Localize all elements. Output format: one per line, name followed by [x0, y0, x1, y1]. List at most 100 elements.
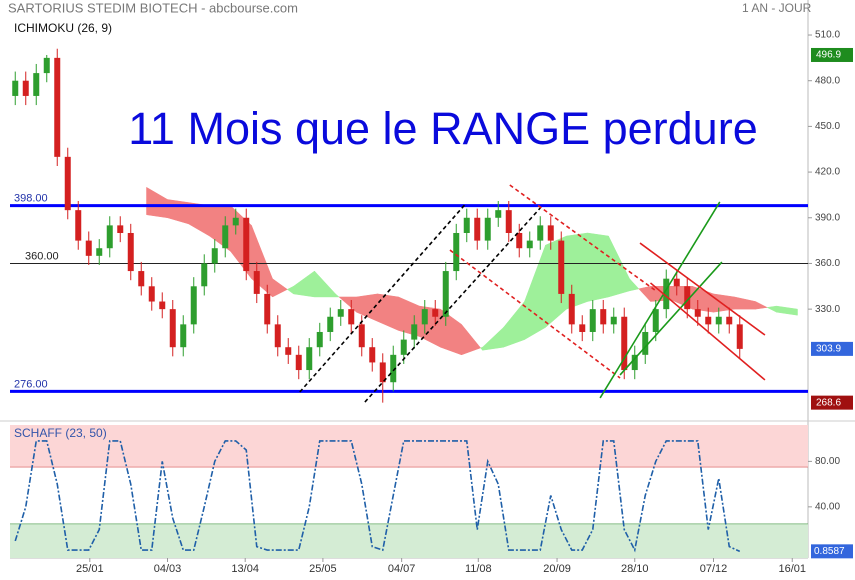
- candle-body: [379, 362, 386, 383]
- candle-body: [652, 309, 659, 332]
- x-tick-label: 20/09: [543, 563, 571, 575]
- trendline: [449, 249, 621, 379]
- ichimoku-cloud: [503, 300, 525, 348]
- candle-body: [96, 248, 103, 256]
- candle-body: [484, 217, 491, 241]
- ichimoku-cloud: [293, 270, 315, 298]
- y-tick-label: 360.0: [815, 258, 840, 269]
- x-tick-label: 25/05: [309, 563, 337, 575]
- candle-body: [411, 324, 418, 340]
- ichimoku-cloud: [629, 278, 640, 292]
- price-label: 303.9: [816, 344, 841, 355]
- candle-body: [106, 225, 113, 249]
- candle-body: [663, 278, 670, 310]
- candle-body: [243, 217, 250, 272]
- candle-body: [610, 316, 617, 325]
- candle-body: [201, 263, 208, 287]
- y-tick-label: 510.0: [815, 30, 840, 41]
- candle-body: [22, 80, 29, 96]
- candle-body: [75, 210, 82, 241]
- candle-body: [642, 331, 649, 355]
- candle-body: [327, 316, 334, 332]
- candle-body: [547, 225, 554, 241]
- ichimoku-cloud: [480, 346, 483, 351]
- x-tick-label: 07/12: [700, 563, 728, 575]
- candle-body: [442, 271, 449, 317]
- ichimoku-cloud: [461, 323, 482, 356]
- candle-body: [631, 354, 638, 371]
- price-label-box: [811, 341, 853, 356]
- ichimoku-cloud: [286, 285, 294, 295]
- chart-title: SARTORIUS STEDIM BIOTECH - abcbourse.com: [8, 0, 298, 15]
- candle-body: [211, 248, 218, 264]
- ichimoku-cloud: [167, 199, 189, 225]
- price-label: 268.6: [816, 397, 841, 408]
- main-layer: [10, 48, 808, 553]
- candle-body: [180, 324, 187, 348]
- y-tick-label: 40.00: [815, 501, 840, 512]
- last-value: 0.8587: [814, 546, 845, 557]
- candle-body: [463, 217, 470, 233]
- x-tick-label: 28/10: [621, 563, 649, 575]
- candle-body: [537, 225, 544, 241]
- candle-body: [390, 354, 397, 383]
- candle-body: [222, 225, 229, 249]
- ichimoku-cloud: [146, 186, 168, 219]
- candle-body: [369, 347, 376, 363]
- ichimoku-cloud: [608, 235, 630, 298]
- price-label-box: [811, 395, 853, 410]
- candle-body: [453, 232, 460, 272]
- y-tick-label: 480.0: [815, 75, 840, 86]
- trendline: [639, 242, 766, 336]
- candle-body: [190, 286, 197, 325]
- period-label: 1 AN - JOUR: [742, 1, 812, 15]
- candle-body: [264, 293, 271, 325]
- x-tick-label: 13/04: [231, 563, 259, 575]
- ichimoku-cloud: [335, 293, 340, 298]
- candle-body: [516, 232, 523, 249]
- y-tick-label: 80.00: [815, 456, 840, 467]
- candle-body: [337, 309, 344, 317]
- ichimoku-cloud: [482, 326, 504, 351]
- trendline: [364, 207, 541, 403]
- y-tick-label: 390.0: [815, 212, 840, 223]
- x-tick-label: 04/03: [154, 563, 182, 575]
- top-layer: 510.0 480.0 450.0 420.0 390.0 360.0 330.0 25/01…: [14, 30, 853, 575]
- candle-body: [169, 309, 176, 348]
- trendline: [509, 184, 656, 291]
- candle-body: [736, 324, 743, 349]
- trendline: [649, 282, 766, 381]
- candle-body: [358, 324, 365, 348]
- candle-body: [138, 271, 145, 287]
- candle-body: [117, 225, 124, 233]
- candle-body: [568, 293, 575, 325]
- ichimoku-cloud: [776, 305, 798, 316]
- candle-body: [705, 316, 712, 325]
- candle-body: [43, 57, 50, 74]
- last-value-box: [811, 544, 853, 559]
- candle-body: [474, 217, 481, 241]
- candle-body: [400, 339, 407, 355]
- candle-body: [505, 210, 512, 233]
- candle-body: [274, 324, 281, 348]
- candle-body: [432, 309, 439, 317]
- candle-body: [127, 232, 134, 272]
- trendline: [599, 201, 721, 399]
- candle-body: [348, 309, 355, 325]
- ichimoku-cloud: [734, 296, 756, 310]
- y-tick-label: 420.0: [815, 167, 840, 178]
- candle-body: [285, 347, 292, 355]
- x-tick-label: 25/01: [76, 563, 104, 575]
- candle-body: [526, 240, 533, 249]
- ichimoku-cloud: [755, 301, 768, 310]
- level-label: 360.00: [25, 250, 59, 262]
- candle-body: [306, 347, 313, 371]
- price-label-box: [811, 47, 853, 62]
- zone: [10, 425, 808, 468]
- candle-body: [684, 286, 691, 310]
- oscillator-line: [14, 440, 741, 553]
- ichimoku-cloud: [314, 270, 336, 298]
- candle-body: [673, 278, 680, 287]
- candle-body: [159, 301, 166, 310]
